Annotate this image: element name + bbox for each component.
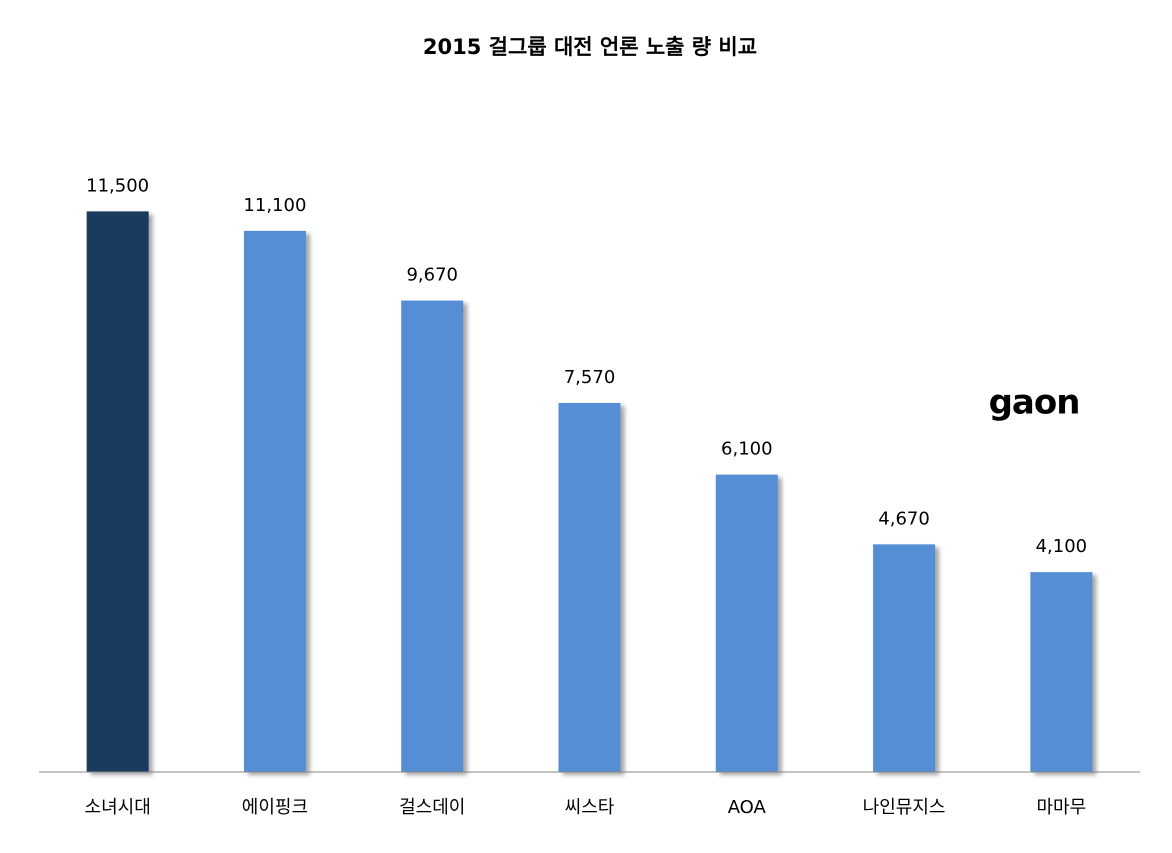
value-label: 9,670	[406, 265, 458, 286]
x-tick-label: AOA	[728, 797, 767, 818]
value-label: 11,100	[243, 195, 306, 216]
x-tick-label: 나인뮤지스	[863, 797, 946, 818]
chart-title: 2015 걸그룹 대전 언론 노출 량 비교	[423, 35, 757, 59]
logo: gaon	[989, 383, 1080, 423]
value-label: 6,100	[721, 439, 773, 460]
x-tick-label: 소녀시대	[85, 797, 151, 818]
bar	[401, 300, 464, 772]
bar	[86, 211, 149, 772]
x-tick-label: 걸스데이	[399, 797, 465, 818]
bar	[243, 230, 306, 772]
value-label: 4,670	[878, 508, 930, 529]
value-label: 4,100	[1036, 536, 1088, 557]
bar	[873, 544, 936, 772]
value-label: 7,570	[564, 367, 616, 388]
x-tick-label: 마마무	[1037, 797, 1087, 818]
x-tick-label: 씨스타	[565, 797, 615, 818]
bar	[715, 474, 778, 772]
bar	[558, 402, 621, 772]
x-tick-label: 에이핑크	[242, 797, 308, 818]
value-label: 11,500	[86, 175, 149, 196]
bar	[1030, 572, 1093, 772]
